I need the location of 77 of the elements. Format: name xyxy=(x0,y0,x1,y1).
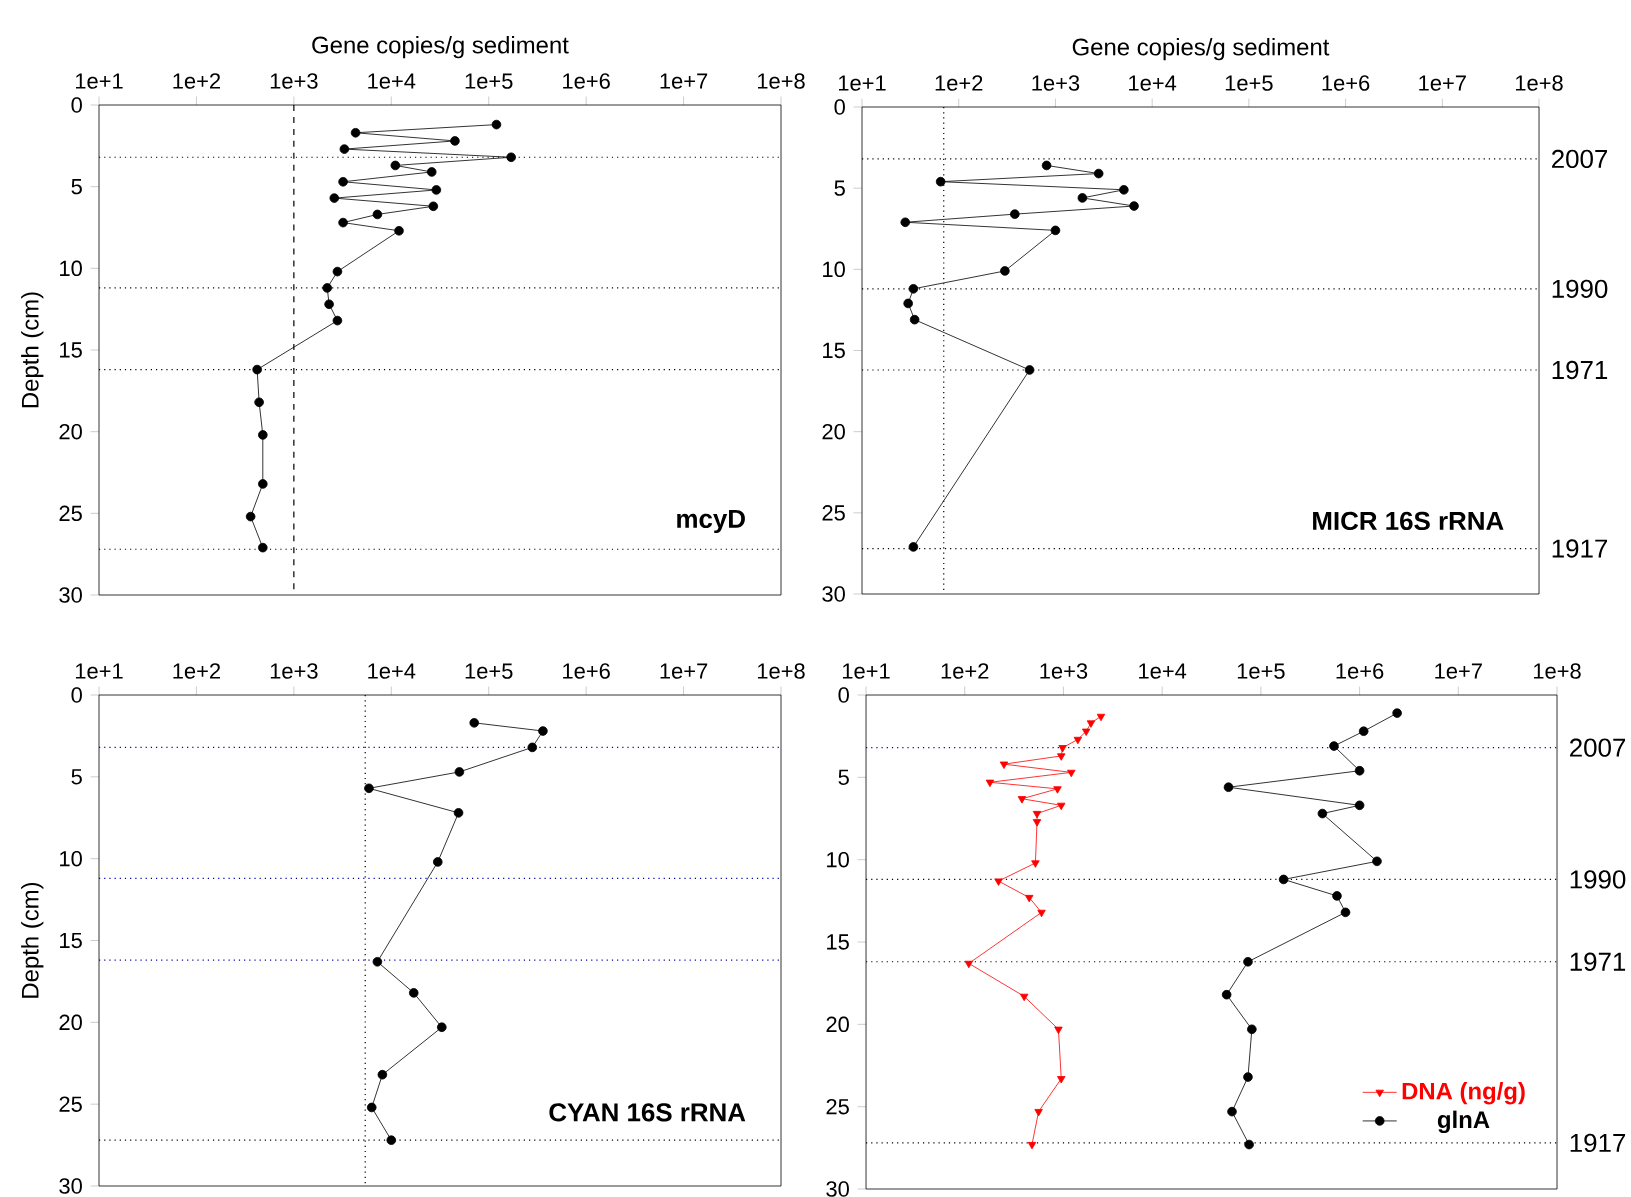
x-axis-title: Gene copies/g sediment xyxy=(312,35,569,59)
annotation: CYAN 16S rRNA xyxy=(549,1103,746,1122)
y-tick-label: 10 xyxy=(823,261,845,278)
x-tick-label: 1e+6 xyxy=(563,663,610,679)
y-tick-label: 25 xyxy=(822,505,845,521)
y-tick-label: 10 xyxy=(60,850,82,867)
x-tick-label: 1e+4 xyxy=(368,663,416,679)
y-tick-label: 0 xyxy=(71,687,82,703)
x-tick-label: 1e+2 xyxy=(173,663,221,679)
y-tick-label: 5 xyxy=(834,180,845,196)
y-tick-label: 25 xyxy=(826,1098,849,1115)
legend-label: glnA xyxy=(1437,1110,1490,1134)
y-tick-label: 5 xyxy=(71,769,82,785)
y-tick-label: 20 xyxy=(826,1016,849,1033)
y-tick-label: 20 xyxy=(822,423,845,440)
y-tick-label: 15 xyxy=(60,342,82,358)
x-tick-label: 1e+1 xyxy=(842,663,890,679)
text: 1917 xyxy=(1552,539,1608,558)
text: 1971 xyxy=(1552,360,1608,380)
x-tick-label: 1e+3 xyxy=(1040,663,1088,679)
y-tick-label: 25 xyxy=(59,1096,82,1112)
y-tick-label: 5 xyxy=(838,769,849,785)
x-tick-label: 1e+4 xyxy=(1139,663,1187,679)
x-tick-label: 1e+2 xyxy=(935,75,983,91)
x-tick-label: 1e+8 xyxy=(757,73,805,89)
y-tick-label: 20 xyxy=(59,423,82,440)
y-tick-label: 20 xyxy=(59,1014,82,1031)
text: 1990 xyxy=(1570,870,1626,889)
y-tick-label: 25 xyxy=(59,505,82,522)
x-tick-label: 1e+3 xyxy=(1032,75,1080,91)
x-tick-label: 1e+8 xyxy=(1533,663,1581,679)
text: 1971 xyxy=(1570,952,1626,971)
y-axis-title: Depth (cm) xyxy=(21,882,44,998)
y-tick-label: 30 xyxy=(826,1181,849,1197)
x-tick-label: 1e+5 xyxy=(465,73,513,89)
x-tick-label: 1e+7 xyxy=(660,73,708,89)
annotation: mcyD xyxy=(677,509,745,534)
x-tick-label: 1e+7 xyxy=(660,663,708,679)
x-tick-label: 1e+6 xyxy=(563,73,610,89)
x-tick-label: 1e+6 xyxy=(1336,663,1384,679)
x-tick-label: 1e+5 xyxy=(1237,663,1285,679)
x-tick-label: 1e+6 xyxy=(1322,75,1370,91)
y-tick-label: 30 xyxy=(822,586,845,602)
x-tick-label: 1e+2 xyxy=(941,663,989,679)
annotation: MICR 16S rRNA xyxy=(1313,511,1504,531)
y-tick-label: 0 xyxy=(838,687,849,703)
text: 2007 xyxy=(1570,738,1626,757)
legend-label: DNA (ng/g) xyxy=(1402,1082,1525,1105)
y-tick-label: 15 xyxy=(827,934,849,950)
x-tick-label: 1e+5 xyxy=(1225,75,1273,91)
y-tick-label: 0 xyxy=(71,97,82,113)
x-tick-label: 1e+3 xyxy=(270,73,318,89)
y-tick-label: 15 xyxy=(823,342,845,359)
y-axis-title: Depth (cm) xyxy=(21,292,44,408)
text: 2007 xyxy=(1552,149,1608,169)
x-tick-label: 1e+3 xyxy=(270,663,318,679)
x-tick-label: 1e+4 xyxy=(1129,75,1177,91)
x-tick-label: 1e+5 xyxy=(465,663,513,679)
y-tick-label: 10 xyxy=(60,260,82,277)
x-tick-label: 1e+4 xyxy=(368,73,416,89)
x-tick-label: 1e+1 xyxy=(75,73,123,89)
y-tick-label: 5 xyxy=(71,179,82,195)
y-tick-label: 30 xyxy=(59,587,82,603)
y-tick-label: 15 xyxy=(60,932,82,949)
x-tick-label: 1e+7 xyxy=(1435,663,1482,679)
x-tick-label: 1e+8 xyxy=(1515,75,1563,91)
text: 1990 xyxy=(1552,279,1608,298)
text: 1917 xyxy=(1570,1133,1626,1153)
x-tick-label: 1e+8 xyxy=(757,663,805,679)
x-tick-label: 1e+1 xyxy=(838,75,886,91)
y-tick-label: 10 xyxy=(827,851,849,868)
y-tick-label: 30 xyxy=(59,1178,82,1194)
x-tick-label: 1e+7 xyxy=(1419,75,1466,91)
x-axis-title: Gene copies/g sediment xyxy=(1072,37,1330,61)
x-tick-label: 1e+1 xyxy=(75,663,123,679)
y-tick-label: 0 xyxy=(834,99,845,115)
x-tick-label: 1e+2 xyxy=(173,73,221,89)
